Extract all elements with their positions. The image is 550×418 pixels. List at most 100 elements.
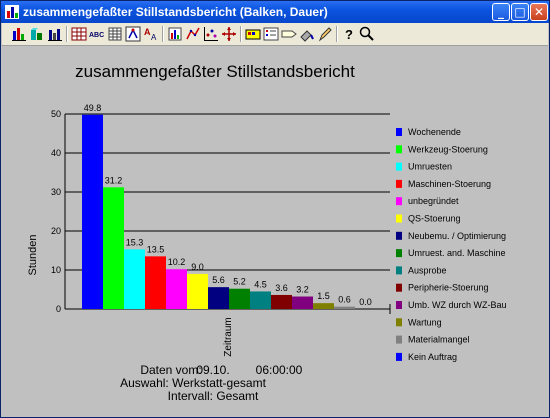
- data-grid-icon[interactable]: [106, 25, 124, 43]
- legend-swatch: [396, 128, 402, 136]
- legend-swatch: [396, 249, 402, 258]
- y-tick-label: 50: [51, 109, 61, 119]
- bar-value-label: 13.5: [147, 244, 165, 254]
- legend-entry: Umruesten: [408, 162, 452, 172]
- palette-icon[interactable]: [244, 25, 262, 43]
- legend-entry: Ausprobe: [408, 265, 447, 275]
- y-tick-label: 0: [56, 304, 61, 314]
- bar: [187, 273, 208, 309]
- app-icon: [5, 5, 19, 19]
- legend-entry: Wartung: [408, 317, 442, 327]
- legend-entry: QS-Stoerung: [408, 214, 461, 224]
- svg-text:ABC: ABC: [89, 32, 104, 39]
- legend-swatch: [396, 197, 402, 206]
- bar: [271, 294, 292, 309]
- y-tick-label: 40: [51, 148, 61, 158]
- bar: [124, 249, 145, 309]
- pen-icon[interactable]: [316, 25, 334, 43]
- chart-area: 0 10 20 30 40 50 49.8 31.2 15.3 13.5 10.2 9.0 5.6 5.…: [5, 47, 545, 415]
- table-grid-icon[interactable]: [70, 25, 88, 43]
- legend-entry: Maschinen-Stoerung: [408, 179, 491, 189]
- legend-swatch: [396, 214, 402, 223]
- bar-value-label: 31.2: [105, 175, 123, 185]
- svg-text:?: ?: [345, 27, 353, 42]
- bar-value-label: 10.2: [168, 257, 186, 267]
- bar: [334, 306, 355, 309]
- abc-text-icon[interactable]: ABC: [88, 25, 106, 43]
- bar: [82, 114, 103, 309]
- legend-swatch: [396, 145, 402, 154]
- footer-selection: Auswahl: Werkstatt-gesamt: [120, 376, 266, 390]
- x-axis-label: Zeitraum: [223, 317, 234, 356]
- bar-value-label: 3.2: [296, 285, 309, 295]
- svg-text:A: A: [151, 33, 157, 42]
- pivot-icon[interactable]: [124, 25, 142, 43]
- window-title: zusammengefaßter Stillstandsbericht (Bal…: [23, 5, 328, 19]
- bar-value-labels: 49.8 31.2 15.313.510.2 9.0 5.6 5.2 4.5 3.6 3.2 1.…: [84, 103, 372, 307]
- legend-swatch: [396, 266, 402, 275]
- y-tick-label: 30: [51, 187, 61, 197]
- bar: [250, 291, 271, 309]
- legend: Wochenende Werkzeug-Stoerung Umruesten Masc…: [396, 127, 507, 362]
- legend-entry: Wochenende: [408, 127, 461, 137]
- legend-entry: Kein Auftrag: [408, 352, 457, 362]
- zoom-icon[interactable]: [358, 25, 376, 43]
- y-tick-label: 10: [51, 265, 61, 275]
- bar: [292, 296, 313, 309]
- legend-swatch: [396, 301, 402, 309]
- minimize-button[interactable]: _: [492, 3, 510, 21]
- legend-swatch: [396, 335, 402, 344]
- scatter-icon[interactable]: [202, 25, 220, 43]
- chart-title: zusammengefaßter Stillstandsbericht: [75, 62, 355, 81]
- footer-date-label: Daten vom:: [140, 363, 201, 377]
- maximize-button[interactable]: □: [511, 3, 529, 21]
- legend-entry: unbegründet: [408, 196, 459, 206]
- title-bar[interactable]: zusammengefaßter Stillstandsbericht (Bal…: [1, 1, 549, 23]
- footer-time-value: 06:00:00: [256, 363, 303, 377]
- sort-icon[interactable]: [184, 25, 202, 43]
- legend-swatch: [396, 231, 402, 240]
- bar-value-label: 5.6: [212, 275, 225, 285]
- bar-chart: 0 10 20 30 40 50 49.8 31.2 15.313.510.2 9.0 5.6 5.…: [27, 62, 507, 403]
- paint-icon[interactable]: [298, 25, 316, 43]
- bar-value-label: 1.5: [317, 291, 330, 301]
- label-icon[interactable]: [280, 25, 298, 43]
- legend-entry: Peripherie-Stoerung: [408, 283, 489, 293]
- bar-value-label: 5.2: [233, 277, 246, 287]
- y-axis-label: Stunden: [27, 235, 39, 276]
- y-tick-label: 20: [51, 226, 61, 236]
- bar-value-label: 4.5: [254, 279, 267, 289]
- bar-chart-icon[interactable]: [10, 25, 28, 43]
- legend-entry: Neubemu. / Optimierung: [408, 231, 506, 241]
- legend-entry: Materialmangel: [408, 335, 470, 345]
- legend-entry: Umruest. and. Maschine: [408, 248, 506, 258]
- help-icon[interactable]: ?: [340, 25, 358, 43]
- legend-swatch: [396, 318, 402, 327]
- bar-value-label: 49.8: [84, 103, 102, 113]
- bar-value-label: 15.3: [126, 237, 144, 247]
- legend-entry: Werkzeug-Stoerung: [408, 144, 488, 154]
- legend-swatch: [396, 162, 402, 171]
- bar: [145, 256, 166, 309]
- series-icon[interactable]: [166, 25, 184, 43]
- bar: [229, 288, 250, 309]
- move-icon[interactable]: [220, 25, 238, 43]
- grouped-bar-icon[interactable]: [46, 25, 64, 43]
- 3d-chart-icon[interactable]: [28, 25, 46, 43]
- bar-value-label: 3.6: [275, 283, 288, 293]
- close-button[interactable]: ✕: [530, 3, 548, 21]
- bar-value-label: 9.0: [191, 262, 204, 272]
- bar: [166, 269, 187, 309]
- bar-value-label: 0.6: [338, 295, 351, 305]
- legend-swatch: [396, 179, 402, 188]
- legend-swatch: [396, 283, 402, 292]
- y-axis: 0 10 20 30 40 50: [51, 109, 66, 314]
- footer-interval: Intervall: Gesamt: [168, 389, 259, 403]
- bar: [208, 287, 229, 309]
- legend-icon[interactable]: [262, 25, 280, 43]
- bar: [103, 187, 124, 309]
- svg-text:A: A: [144, 27, 151, 37]
